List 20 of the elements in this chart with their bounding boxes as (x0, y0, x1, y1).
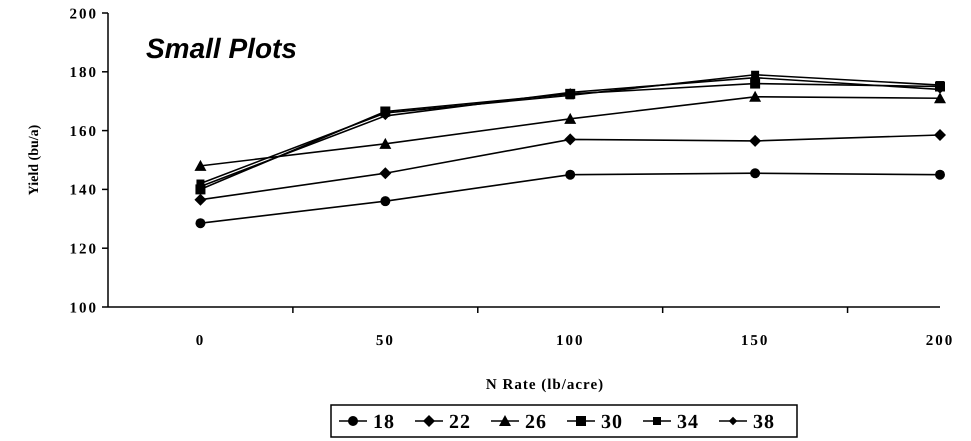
x-tick-label: 0 (196, 333, 206, 349)
y-tick-label: 140 (70, 182, 98, 199)
legend-label: 26 (525, 411, 547, 433)
y-tick-label: 120 (70, 241, 98, 258)
y-tick-label: 200 (70, 6, 98, 22)
x-tick-label: 200 (926, 333, 954, 349)
legend-label: 38 (753, 411, 775, 433)
legend-label: 34 (677, 411, 699, 433)
y-tick-label: 160 (70, 124, 98, 140)
legend-label: 30 (601, 411, 623, 433)
legend-label: 22 (449, 411, 471, 433)
y-tick-label: 180 (70, 65, 98, 82)
legend-label: 18 (373, 411, 395, 433)
x-tick-label: 100 (556, 333, 584, 349)
x-axis-title: N Rate (lb/acre) (486, 377, 604, 393)
y-tick-label: 100 (70, 300, 98, 316)
y-axis-title: Yield (bu/a) (27, 124, 42, 196)
x-tick-label: 50 (376, 333, 395, 349)
text: Small Plots (146, 33, 297, 64)
x-tick-label: 150 (740, 333, 770, 349)
